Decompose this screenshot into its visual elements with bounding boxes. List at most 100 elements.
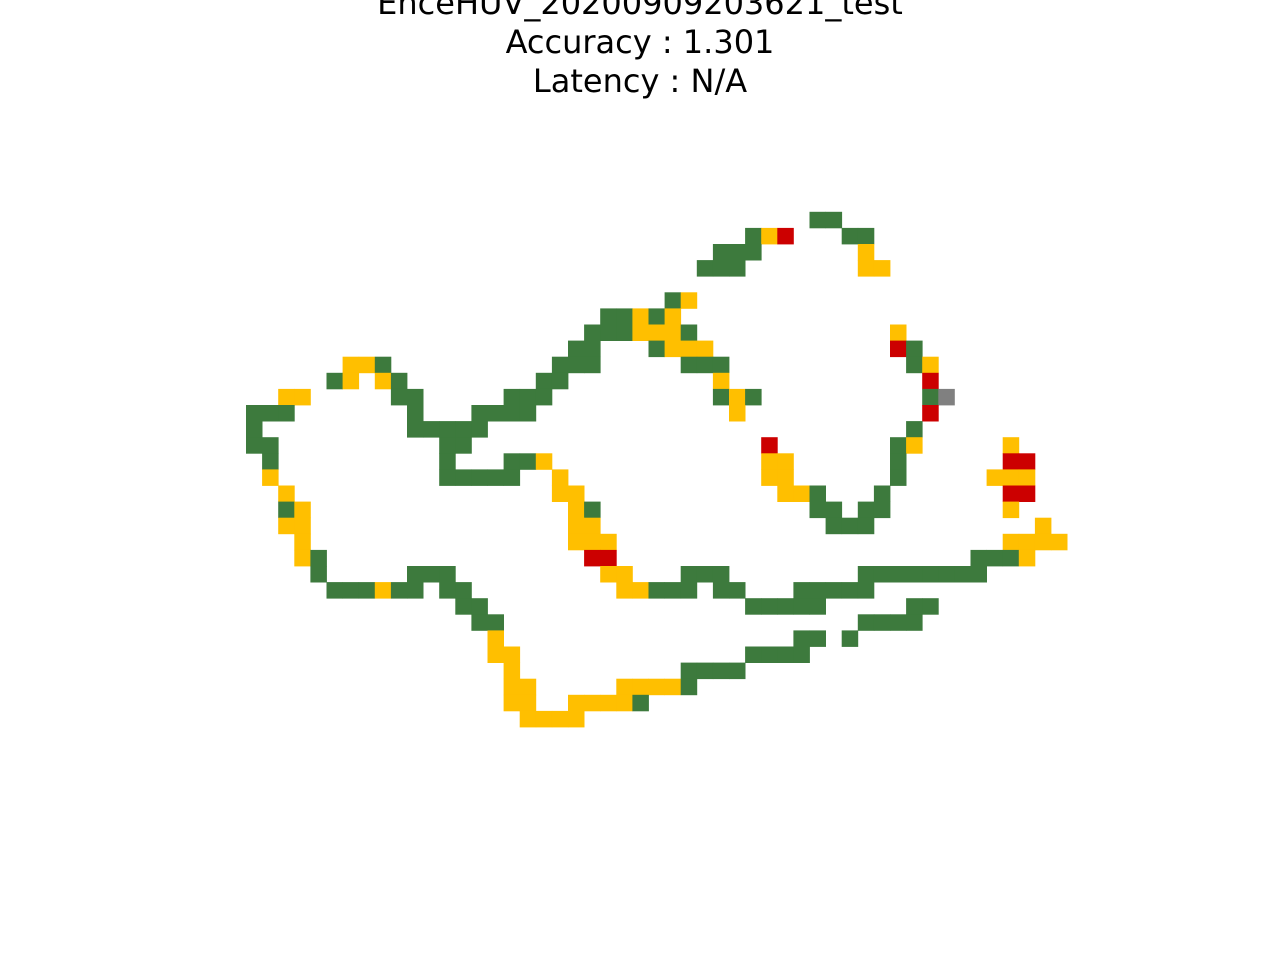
- heatmap-cell-correct-r35-c43: [696, 566, 714, 583]
- heatmap-cell-correct-r30-c50: [809, 485, 826, 502]
- heatmap-cell-correct-r31-c17: [278, 501, 295, 519]
- heatmap-cell-correct-r27-c55: [890, 437, 907, 454]
- heatmap-cell-near-r20-c39: [632, 324, 649, 341]
- heatmap-cell-correct-r22-c35: [568, 356, 585, 374]
- heatmap-cell-correct-r38-c30: [487, 614, 504, 631]
- heatmap-cell-near-r29-c48: [777, 469, 794, 486]
- heatmap-cell-near-r30-c17: [278, 485, 295, 502]
- heatmap-cell-near-r42-c41: [664, 678, 682, 696]
- heatmap-cell-correct-r42-c42: [680, 678, 698, 696]
- heatmap-cell-wrong-r28-c62: [1002, 453, 1020, 470]
- heatmap-cell-near-r30-c34: [551, 485, 569, 502]
- heatmap-cell-correct-r15-c45: [729, 244, 746, 261]
- heatmap-cell-correct-r30-c54: [873, 485, 891, 502]
- heatmap-cell-correct-r36-c25: [407, 582, 424, 599]
- heatmap-cell-near-r32-c64: [1034, 517, 1052, 535]
- heatmap-cell-correct-r16-c44: [712, 260, 730, 277]
- heatmap-cell-near-r20-c40: [648, 324, 665, 341]
- accuracy-label: Accuracy : 1.301: [505, 23, 775, 61]
- heatmap-cell-near-r29-c61: [986, 469, 1004, 486]
- heatmap-cell-near-r34-c63: [1018, 549, 1036, 567]
- heatmap-cell-near-r22-c21: [342, 356, 360, 374]
- heatmap-cell-correct-r24-c44: [712, 388, 730, 406]
- heatmap-cell-correct-r35-c57: [922, 566, 939, 583]
- heatmap-cell-correct-r25-c29: [471, 405, 488, 422]
- heatmap-cell-correct-r37-c56: [906, 598, 923, 615]
- heatmap-cell-near-r28-c48: [777, 453, 794, 470]
- heatmap-cell-near-r40-c31: [503, 646, 521, 663]
- heatmap-cell-correct-r26-c15: [246, 421, 263, 438]
- heatmap-cell-near-r35-c38: [616, 566, 633, 583]
- heatmap-cell-near-r39-c30: [487, 630, 504, 647]
- heatmap-cell-correct-r34-c61: [986, 549, 1004, 567]
- heatmap-cell-near-r29-c16: [262, 469, 279, 486]
- heatmap-cell-correct-r31-c54: [873, 501, 891, 519]
- heatmap-cell-correct-r24-c24: [390, 388, 408, 406]
- heatmap-cell-correct-r35-c19: [310, 566, 327, 583]
- heatmap-cell-correct-r28-c31: [503, 453, 521, 470]
- heatmap-cell-near-r36-c38: [616, 582, 633, 599]
- heatmap-cell-near-r44-c32: [519, 710, 537, 728]
- heatmap-cell-correct-r23-c20: [326, 372, 343, 390]
- heatmap-cell-correct-r41-c42: [680, 662, 698, 680]
- heatmap-cell-correct-r28-c16: [262, 453, 279, 470]
- heatmap-cell-correct-r35-c59: [954, 566, 971, 583]
- heatmap-cell-near-r21-c43: [696, 340, 714, 358]
- heatmap-cell-correct-r36-c45: [729, 582, 746, 599]
- heatmap-cell-near-r16-c54: [873, 260, 891, 277]
- heatmap-cell-near-r43-c36: [584, 694, 601, 712]
- heatmap-cell-near-r42-c31: [503, 678, 521, 696]
- heatmap-cell-correct-r35-c56: [906, 566, 923, 583]
- heatmap-cell-near-r33-c35: [568, 533, 585, 551]
- heatmap-cell-correct-r14-c46: [745, 227, 762, 245]
- heatmap-cell-near-r29-c47: [761, 469, 778, 486]
- heatmap-cell-correct-r23-c33: [535, 372, 553, 390]
- heatmap-cell-correct-r32-c51: [825, 517, 843, 535]
- heatmap-cell-near-r24-c18: [294, 388, 311, 406]
- heatmap-cell-near-r29-c62: [1002, 469, 1020, 486]
- heatmap-cell-correct-r39-c49: [793, 630, 810, 647]
- heatmap-cell-near-r43-c35: [568, 694, 585, 712]
- heatmap-cell-wrong-r30-c63: [1018, 485, 1036, 502]
- heatmap-cell-correct-r20-c38: [616, 324, 633, 341]
- heatmap-cell-correct-r20-c36: [584, 324, 601, 341]
- heatmap-cell-correct-r35-c53: [857, 566, 875, 583]
- heatmap-cell-correct-r36-c22: [358, 582, 376, 599]
- heatmap-cell-correct-r15-c44: [712, 244, 730, 261]
- heatmap-cell-wrong-r27-c47: [761, 437, 778, 454]
- heatmap-cell-correct-r16-c45: [729, 260, 746, 277]
- heatmap-cell-near-r30-c35: [568, 485, 585, 502]
- heatmap-cell-correct-r35-c60: [970, 566, 987, 583]
- heatmap-cell-near-r40-c30: [487, 646, 504, 663]
- heatmap-cell-correct-r26-c27: [439, 421, 456, 438]
- heatmap-cell-near-r27-c56: [906, 437, 923, 454]
- heatmap-cell-correct-r25-c30: [487, 405, 504, 422]
- heatmap-cell-correct-r32-c53: [857, 517, 875, 535]
- heatmap-cell-correct-r35-c44: [712, 566, 730, 583]
- heatmap-cell-correct-r22-c23: [374, 356, 392, 374]
- heatmap-cell-correct-r38-c55: [890, 614, 907, 631]
- heatmap-cell-near-r22-c57: [922, 356, 939, 374]
- heatmap-cell-correct-r29-c55: [890, 469, 907, 486]
- heatmap-cell-near-r33-c36: [584, 533, 601, 551]
- heatmap-cell-near-r16-c53: [857, 260, 875, 277]
- heatmap-cell-near-r23-c21: [342, 372, 360, 390]
- heatmap-cell-correct-r22-c36: [584, 356, 601, 374]
- heatmap-cell-correct-r41-c45: [729, 662, 746, 680]
- heatmap-cell-correct-r31-c50: [809, 501, 826, 519]
- heatmap-cell-correct-r34-c62: [1002, 549, 1020, 567]
- heatmap-cell-correct-r36-c27: [439, 582, 456, 599]
- heatmap-cell-near-r29-c63: [1018, 469, 1036, 486]
- heatmap-cell-correct-r19-c38: [616, 308, 633, 325]
- heatmap-cell-correct-r36-c52: [841, 582, 859, 599]
- heatmap-cell-correct-r18-c41: [664, 292, 682, 309]
- heatmap-cell-correct-r40-c47: [761, 646, 778, 663]
- heatmap-cell-correct-r36-c41: [664, 582, 682, 599]
- heatmap-cell-correct-r31-c53: [857, 501, 875, 519]
- heatmap-cell-correct-r35-c26: [423, 566, 440, 583]
- heatmap-cell-near-r34-c18: [294, 549, 311, 567]
- heatmap-cell-correct-r29-c27: [439, 469, 456, 486]
- heatmap-cell-correct-r38-c56: [906, 614, 923, 631]
- heatmap-cell-near-r32-c17: [278, 517, 295, 535]
